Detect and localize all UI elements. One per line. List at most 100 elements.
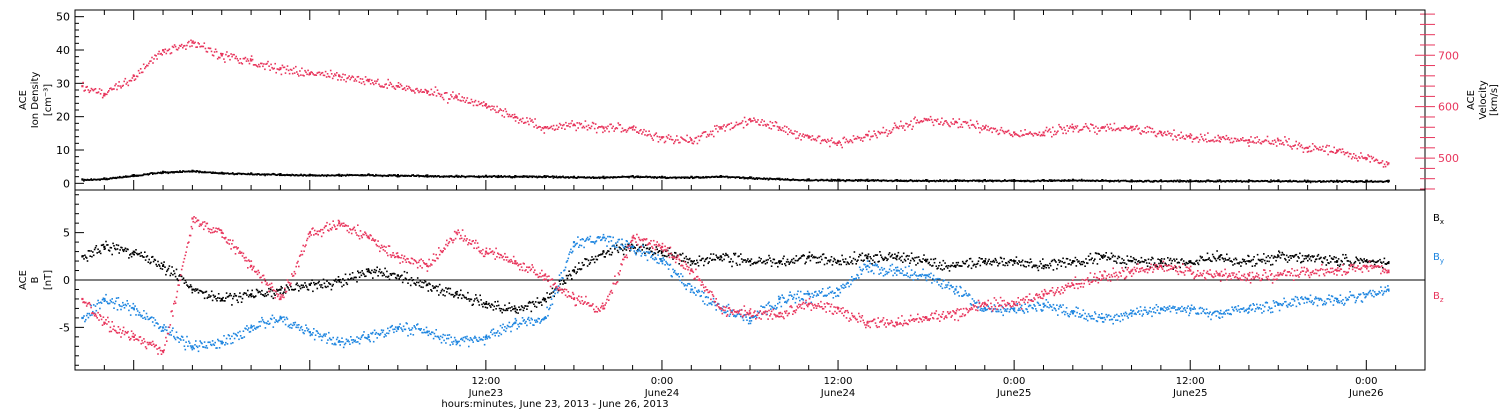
density-point: [1171, 180, 1173, 183]
bx-point: [719, 258, 722, 261]
bx-point: [836, 262, 838, 264]
bx-point: [620, 248, 622, 250]
bx-point: [116, 248, 119, 250]
density-point: [768, 178, 770, 181]
density-point: [1227, 180, 1230, 182]
bx-point: [1119, 262, 1122, 264]
by-point: [118, 304, 120, 306]
bx-point: [819, 261, 821, 263]
bx-point: [319, 284, 321, 286]
velocity-point: [597, 127, 599, 129]
bx-point: [172, 273, 174, 276]
bx-point: [851, 262, 854, 265]
bx-point: [1357, 259, 1359, 261]
velocity-point: [1356, 157, 1358, 160]
velocity-point: [510, 115, 513, 118]
bx-point: [357, 271, 360, 274]
bx-point: [1050, 260, 1053, 263]
density-point: [675, 177, 677, 180]
velocity-point: [772, 125, 775, 127]
bx-point: [1080, 261, 1083, 263]
velocity-point: [530, 120, 532, 122]
velocity-point: [668, 138, 671, 140]
bx-point: [423, 279, 426, 282]
bx-point: [341, 285, 343, 288]
velocity-point: [101, 96, 104, 99]
density-point-sample: [338, 173, 341, 176]
bx-point: [419, 280, 422, 282]
velocity-point: [209, 47, 212, 50]
bx-point: [490, 306, 492, 308]
velocity-point: [1017, 134, 1019, 136]
velocity-point: [756, 121, 758, 123]
bx-point: [912, 258, 915, 260]
bx-point: [914, 256, 916, 259]
velocity-point: [1140, 133, 1142, 135]
by-point: [143, 310, 145, 312]
bx-point: [313, 283, 316, 286]
velocity-point: [988, 129, 990, 132]
velocity-point: [531, 119, 533, 121]
by-point: [142, 317, 144, 319]
velocity-point: [873, 130, 875, 132]
velocity-point: [781, 127, 784, 129]
velocity-point: [527, 120, 529, 123]
velocity-point: [1285, 139, 1287, 142]
velocity-point: [136, 75, 139, 78]
velocity-point: [1301, 146, 1304, 149]
bx-point: [106, 244, 108, 246]
bx-point: [716, 256, 718, 258]
bx-point: [372, 277, 374, 279]
by-point: [88, 312, 91, 315]
velocity-point: [376, 80, 378, 82]
density-point-sample: [1306, 179, 1309, 182]
density-point: [831, 180, 833, 182]
density-point-sample: [778, 177, 781, 180]
bx-point: [1154, 265, 1157, 267]
bx-point: [1313, 255, 1315, 257]
bx-point: [582, 264, 584, 267]
velocity-point: [602, 131, 604, 134]
bx-point-sample: [338, 279, 341, 282]
velocity-point: [1202, 138, 1204, 140]
bx-point: [991, 260, 994, 263]
velocity-point: [335, 74, 337, 77]
velocity-point: [1066, 125, 1068, 127]
by-point: [155, 322, 157, 324]
velocity-point: [606, 127, 608, 130]
bx-point: [130, 255, 133, 258]
bx-point: [104, 248, 106, 250]
bx-point: [1104, 255, 1107, 257]
velocity-point: [308, 73, 310, 76]
bx-point: [314, 282, 317, 285]
density-point-sample: [749, 176, 752, 179]
velocity-point: [919, 120, 922, 123]
velocity-point: [139, 68, 142, 70]
bx-point: [709, 257, 711, 260]
bx-point: [1030, 261, 1033, 263]
bx-point: [486, 307, 489, 309]
density-point: [766, 177, 769, 180]
density-point-sample: [925, 179, 928, 182]
velocity-tick-label: 500: [1438, 152, 1459, 165]
velocity-point: [633, 129, 636, 131]
bx-point-sample: [925, 260, 928, 263]
velocity-point: [1287, 144, 1289, 146]
bx-point-sample: [220, 297, 223, 301]
velocity-point: [1096, 133, 1098, 135]
bx-point-sample: [1159, 260, 1163, 263]
velocity-point: [394, 88, 397, 90]
bx-point: [726, 254, 729, 256]
velocity-point: [463, 97, 465, 99]
density-point: [1332, 181, 1335, 183]
velocity-point: [884, 131, 887, 134]
velocity-point: [327, 75, 330, 78]
bx-point: [160, 262, 163, 264]
velocity-point: [1247, 142, 1249, 144]
bx-point: [158, 265, 161, 267]
velocity-point: [507, 115, 510, 118]
bx-point: [1173, 258, 1175, 260]
velocity-point: [111, 88, 113, 91]
bx-point: [1373, 260, 1375, 263]
